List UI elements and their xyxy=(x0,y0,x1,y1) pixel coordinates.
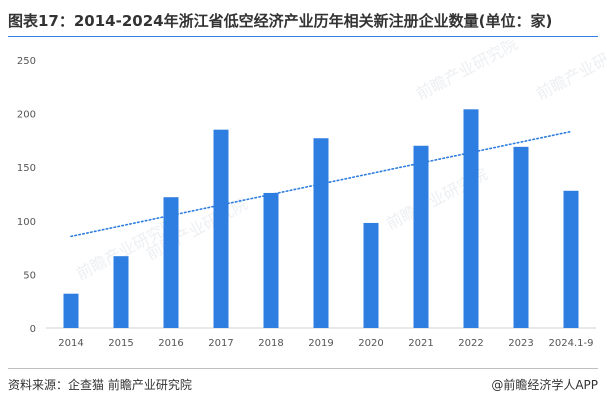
bar-2019 xyxy=(313,138,329,328)
x-tick-label: 2015 xyxy=(108,338,133,349)
watermark-text: 前瞻产业研究院 xyxy=(533,40,606,104)
bar-2023 xyxy=(513,146,529,328)
bar-2014 xyxy=(63,293,79,328)
x-tick-label: 2016 xyxy=(158,338,183,349)
x-axis: 2014 2015 2016 2017 2018 2019 2020 2021 2022 2023… xyxy=(46,327,596,349)
x-tick-label: 2020 xyxy=(358,338,383,349)
x-tick-label: 2014 xyxy=(58,338,83,349)
bar-2015 xyxy=(113,256,129,328)
chart-title: 图表17：2014-2024年浙江省低空经济产业历年相关新注册企业数量(单位：家… xyxy=(8,12,553,30)
source-note: 资料来源：企查猫 前瞻产业研究院 xyxy=(8,378,192,392)
y-axis: 0 50 100 150 200 250 xyxy=(17,56,36,335)
x-tick-label: 2022 xyxy=(458,338,483,349)
bar-2020 xyxy=(363,222,379,328)
x-tick-label: 2024.1-9 xyxy=(549,338,594,349)
y-tick-label: 100 xyxy=(17,217,36,228)
title-divider xyxy=(8,36,598,37)
bar-2022 xyxy=(463,109,479,328)
bar-2021 xyxy=(413,145,429,328)
y-tick-label: 0 xyxy=(30,324,36,335)
footer-divider xyxy=(8,368,598,369)
bar-2024.1-9 xyxy=(563,190,579,328)
bar-2018 xyxy=(263,192,279,328)
bar-series xyxy=(63,109,579,328)
y-tick-label: 200 xyxy=(17,110,36,121)
y-tick-label: 250 xyxy=(17,56,36,67)
x-tick-label: 2019 xyxy=(308,338,333,349)
bar-2017 xyxy=(213,129,229,328)
watermark-text: 前瞻产业研究院 xyxy=(413,40,521,104)
x-tick-label: 2023 xyxy=(508,338,533,349)
y-tick-label: 150 xyxy=(17,163,36,174)
x-tick-label: 2018 xyxy=(258,338,283,349)
trend-line xyxy=(70,130,572,238)
brand-credit: @前瞻经济学人APP xyxy=(491,378,598,392)
y-tick-label: 50 xyxy=(23,270,36,281)
bar-2016 xyxy=(163,197,179,328)
x-tick-label: 2017 xyxy=(208,338,233,349)
x-tick-label: 2021 xyxy=(408,338,433,349)
trend-line-layer xyxy=(70,130,572,238)
